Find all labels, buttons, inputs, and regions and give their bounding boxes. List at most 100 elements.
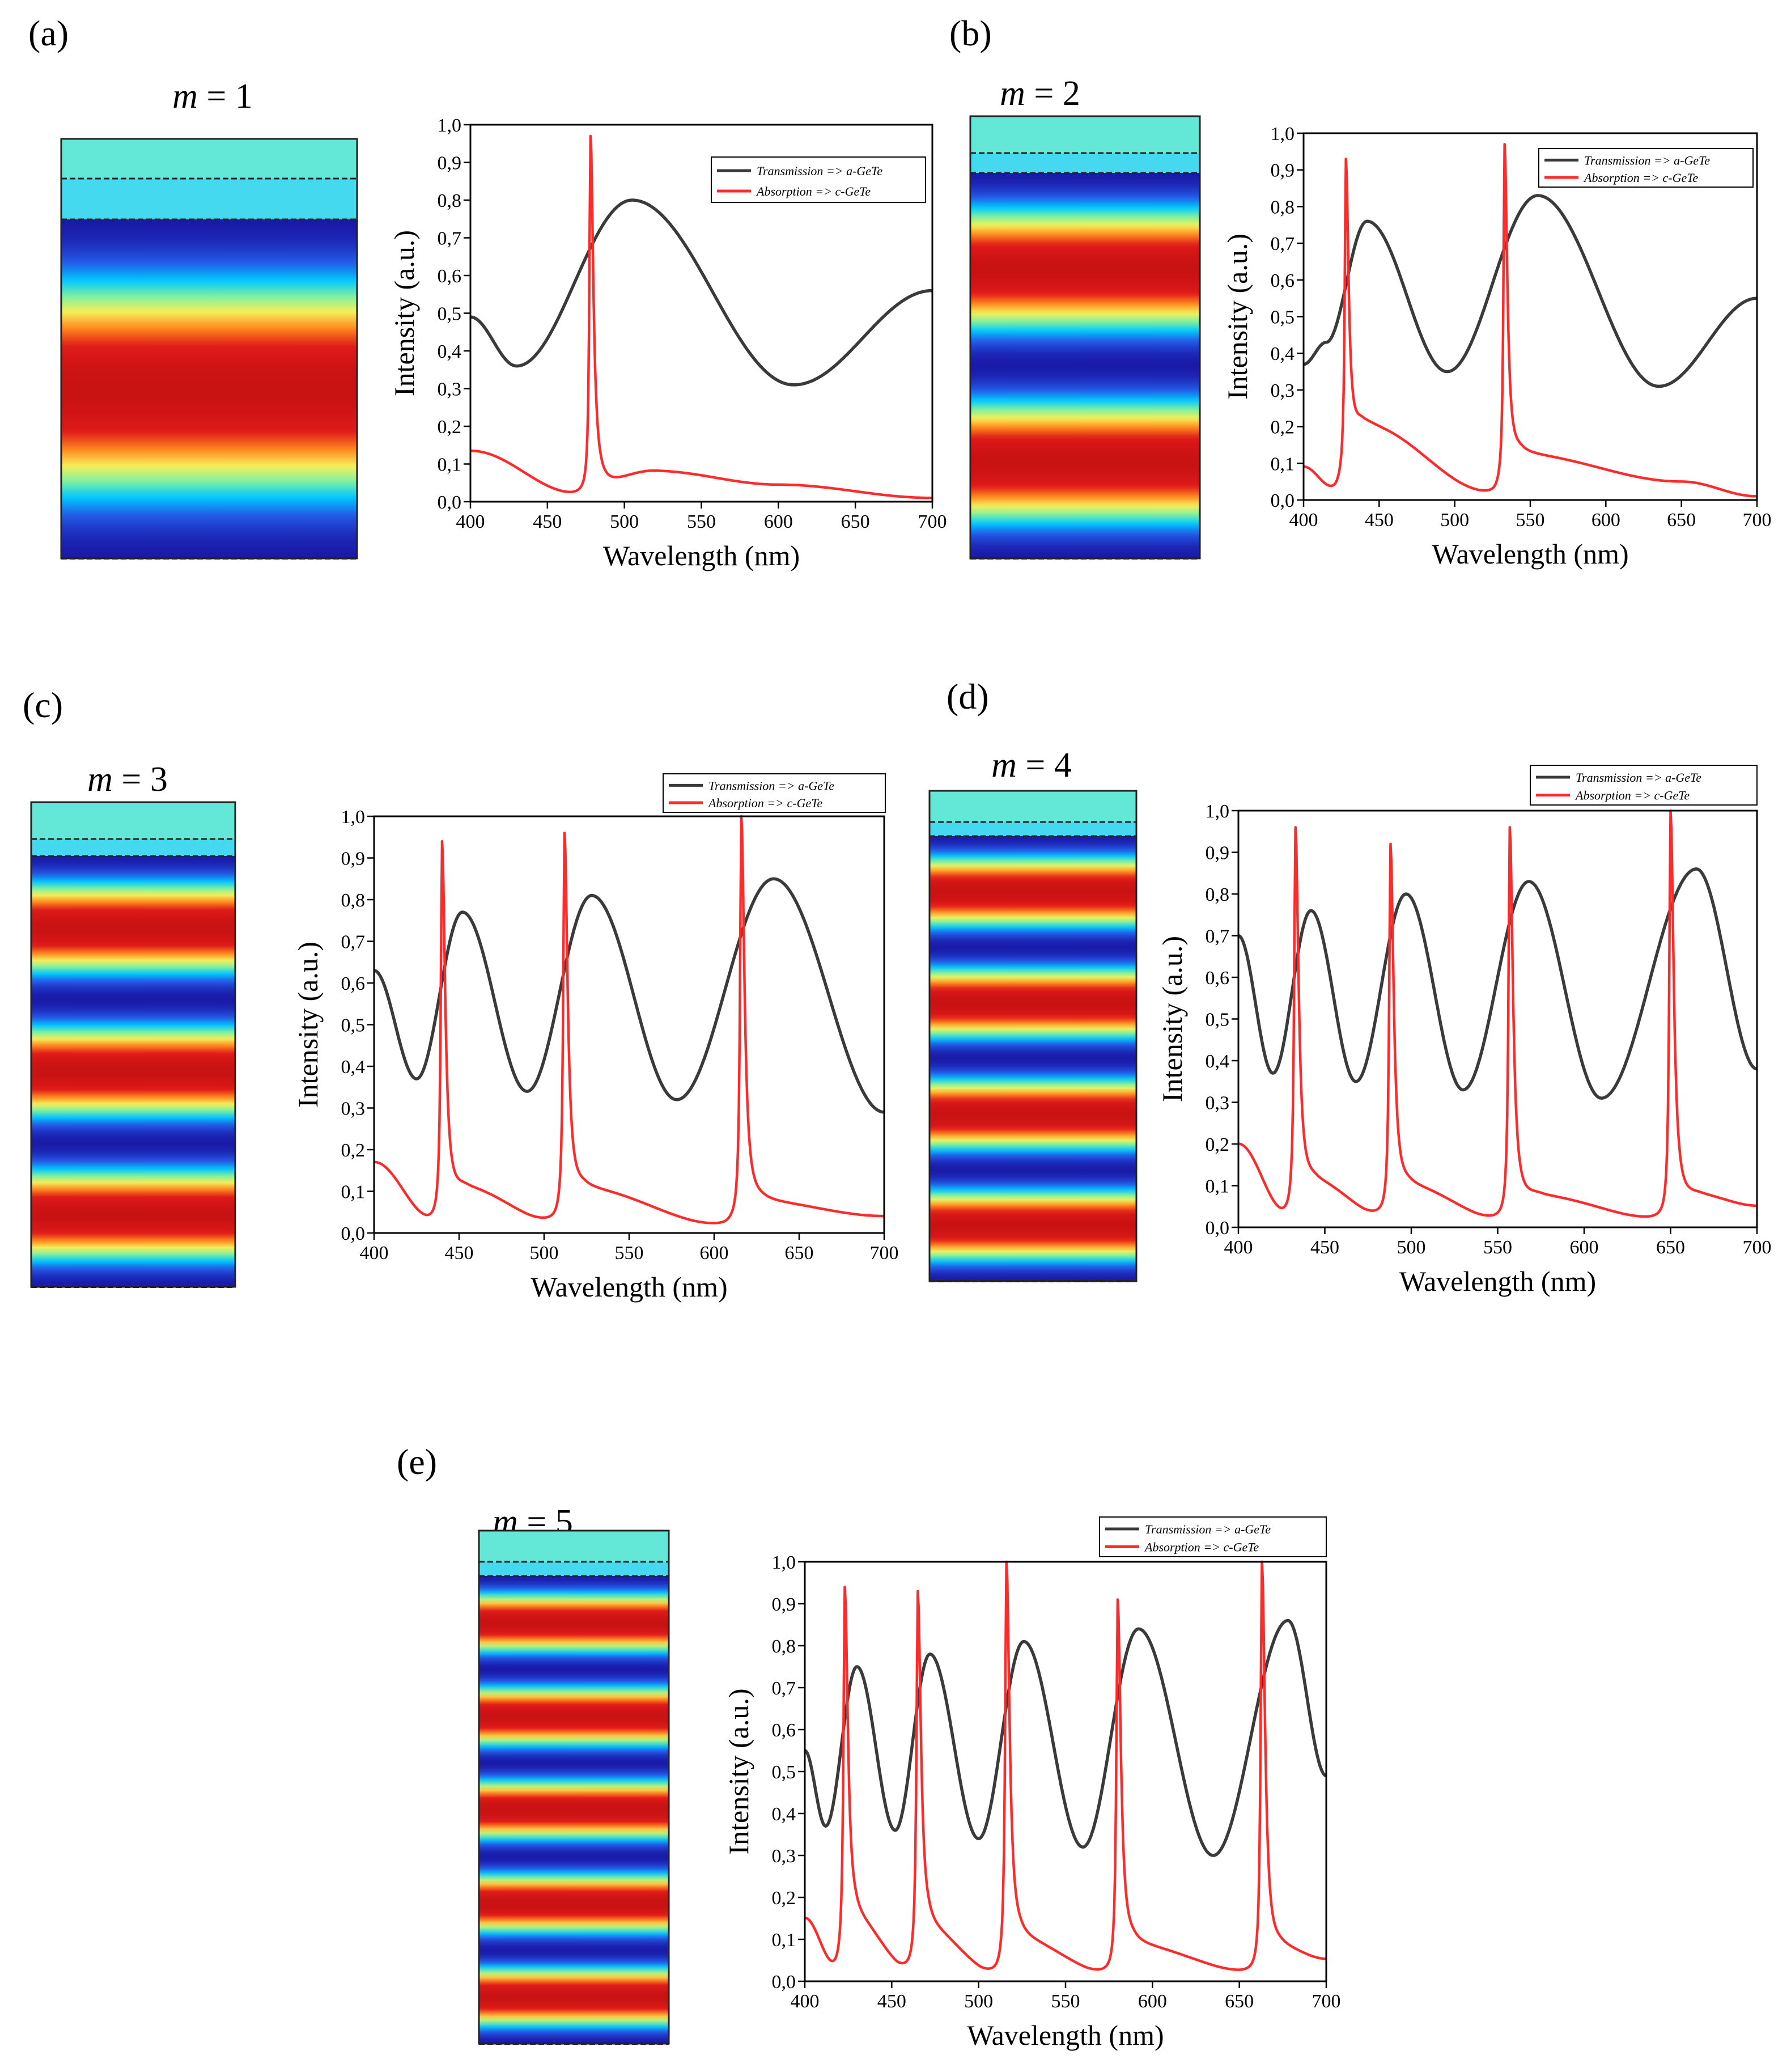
y-tick-label: 0,3 xyxy=(772,1846,796,1867)
absorption-curve xyxy=(374,815,885,1224)
y-tick-label: 0,4 xyxy=(341,1057,366,1078)
spectrum-plot: 0,0 0,1 0,2 0,3 0,4 0,5 0,6 0,7 0,8 0,9 1,0 400 450 5… xyxy=(292,773,899,1303)
y-tick-label: 0,7 xyxy=(438,228,462,249)
y-tick-label: 0,4 xyxy=(1206,1051,1230,1072)
x-tick-label: 600 xyxy=(764,511,793,532)
absorption-curve xyxy=(1238,809,1758,1218)
x-tick-label: 400 xyxy=(791,1991,820,2012)
y-tick-label: 0,6 xyxy=(341,973,366,994)
x-axis-title: Wavelength (nm) xyxy=(1432,538,1628,570)
y-tick-label: 0,5 xyxy=(1206,1010,1230,1031)
x-tick-label: 550 xyxy=(615,1243,644,1264)
x-axis-title: Wavelength (nm) xyxy=(1399,1265,1596,1297)
panel-letter: (d) xyxy=(947,676,989,717)
x-tick-label: 400 xyxy=(1289,510,1318,531)
cladding-layer xyxy=(61,139,357,179)
legend-box xyxy=(1099,1516,1327,1557)
mode-label: m = 1 xyxy=(172,77,253,116)
x-axis-title: Wavelength (nm) xyxy=(530,1271,727,1303)
y-tick-label: 0,6 xyxy=(772,1720,796,1741)
x-tick-label: 600 xyxy=(700,1243,729,1264)
x-tick-label: 650 xyxy=(1225,1991,1254,2012)
y-tick-label: 0,0 xyxy=(341,1223,366,1244)
y-tick-label: 0,1 xyxy=(772,1930,796,1951)
transmission-curve xyxy=(373,877,885,1114)
x-tick-label: 450 xyxy=(533,511,562,532)
absorption-legend-label: Absorption => c-GeTe xyxy=(1144,1540,1259,1554)
y-tick-label: 0,8 xyxy=(438,190,462,211)
cladding-layer xyxy=(479,1531,669,1562)
transmission-curve xyxy=(469,198,933,387)
y-tick-label: 1,0 xyxy=(341,807,366,828)
plot-frame xyxy=(469,124,933,503)
spectrum-plot: 0,0 0,1 0,2 0,3 0,4 0,5 0,6 0,7 0,8 0,9 1,0 400 450 5… xyxy=(388,115,947,571)
mode-label: m = 2 xyxy=(1000,74,1080,113)
y-tick-label: 0,0 xyxy=(1271,490,1295,511)
x-axis-title: Wavelength (nm) xyxy=(967,2019,1164,2051)
legend: Transmission => a-GeTe Absorption => c-Ge… xyxy=(663,773,886,813)
y-tick-label: 0,8 xyxy=(1271,197,1295,218)
y-tick-label: 0,7 xyxy=(772,1678,796,1699)
spacer-layer xyxy=(479,1562,669,1576)
x-tick-label: 400 xyxy=(360,1243,389,1264)
plot-frame xyxy=(804,1561,1327,1982)
y-tick-label: 0,1 xyxy=(1271,454,1295,474)
y-tick-label: 0,1 xyxy=(438,455,462,476)
transmission-curve xyxy=(804,1618,1327,1857)
transmission-curve xyxy=(1302,194,1758,388)
plot-frame xyxy=(373,815,885,1234)
y-tick-label: 0,4 xyxy=(438,341,462,362)
y-tick-label: 0,8 xyxy=(341,890,366,911)
cavity-field xyxy=(930,836,1136,1281)
y-tick-label: 0,6 xyxy=(438,266,462,287)
spectrum-plot: 0,0 0,1 0,2 0,3 0,4 0,5 0,6 0,7 0,8 0,9 1,0 400 450 5… xyxy=(1156,765,1772,1297)
panel-c: (c) m = 3 0,0 0,1 0,2 0,3 0,4 0,5 0,6 0,7 0,8 0,9 1,… xyxy=(23,685,899,1303)
legend: Transmission => a-GeTe Absorption => c-Ge… xyxy=(1099,1516,1327,1557)
y-tick-label: 0,4 xyxy=(772,1804,796,1825)
cavity-field xyxy=(479,1576,669,2044)
y-tick-label: 0,9 xyxy=(341,849,366,870)
x-tick-label: 700 xyxy=(1743,510,1772,531)
x-tick-label: 400 xyxy=(456,511,485,532)
x-tick-label: 450 xyxy=(1365,510,1394,531)
absorption-curve xyxy=(804,1560,1327,1971)
field-map xyxy=(30,801,236,1288)
y-axis-title: Intensity (a.u.) xyxy=(1156,936,1188,1102)
x-tick-label: 700 xyxy=(1743,1237,1772,1258)
y-tick-label: 0,9 xyxy=(438,153,462,174)
panel-b: (b)m = 2 0,0 0,1 0,2 0,3 0,4 0,5 0,6 0,7 0,8 0,9 1,… xyxy=(949,13,1772,570)
x-tick-label: 500 xyxy=(1397,1237,1426,1258)
y-tick-label: 0,4 xyxy=(1271,344,1295,365)
field-map xyxy=(928,790,1138,1282)
y-tick-label: 0,3 xyxy=(341,1099,366,1120)
transmission-legend-label: Transmission => a-GeTe xyxy=(1584,153,1710,167)
y-tick-label: 1,0 xyxy=(1206,801,1230,822)
x-tick-label: 500 xyxy=(530,1243,559,1264)
y-tick-label: 0,0 xyxy=(772,1972,796,1993)
cladding-layer xyxy=(31,802,235,839)
legend-box xyxy=(663,773,886,813)
y-tick-label: 0,5 xyxy=(438,304,462,325)
transmission-legend-label: Transmission => a-GeTe xyxy=(757,164,882,178)
y-tick-label: 0,2 xyxy=(1206,1134,1230,1155)
y-tick-label: 0,2 xyxy=(341,1140,366,1161)
y-tick-label: 0,3 xyxy=(438,379,462,400)
y-axis-title: Intensity (a.u.) xyxy=(723,1689,754,1855)
x-tick-label: 450 xyxy=(1310,1237,1339,1258)
x-tick-label: 450 xyxy=(877,1991,906,2012)
x-tick-label: 600 xyxy=(1570,1237,1599,1258)
x-tick-label: 700 xyxy=(870,1243,899,1264)
y-tick-label: 0,9 xyxy=(772,1594,796,1615)
x-tick-label: 450 xyxy=(445,1243,474,1264)
y-axis-title: Intensity (a.u.) xyxy=(388,230,420,396)
mode-value: = 1 xyxy=(198,77,253,116)
y-tick-label: 0,1 xyxy=(1206,1176,1230,1197)
absorption-legend-label: Absorption => c-GeTe xyxy=(1583,171,1698,185)
absorption-legend-label: Absorption => c-GeTe xyxy=(1574,789,1690,803)
legend-box xyxy=(1530,765,1758,806)
spacer-layer xyxy=(31,839,235,856)
y-tick-label: 0,0 xyxy=(438,492,462,513)
y-tick-label: 0,5 xyxy=(1271,307,1295,328)
panel-e: (e)m = 50,00,10,20,30,40,50,60,70,80,91,… xyxy=(397,1442,1341,2051)
